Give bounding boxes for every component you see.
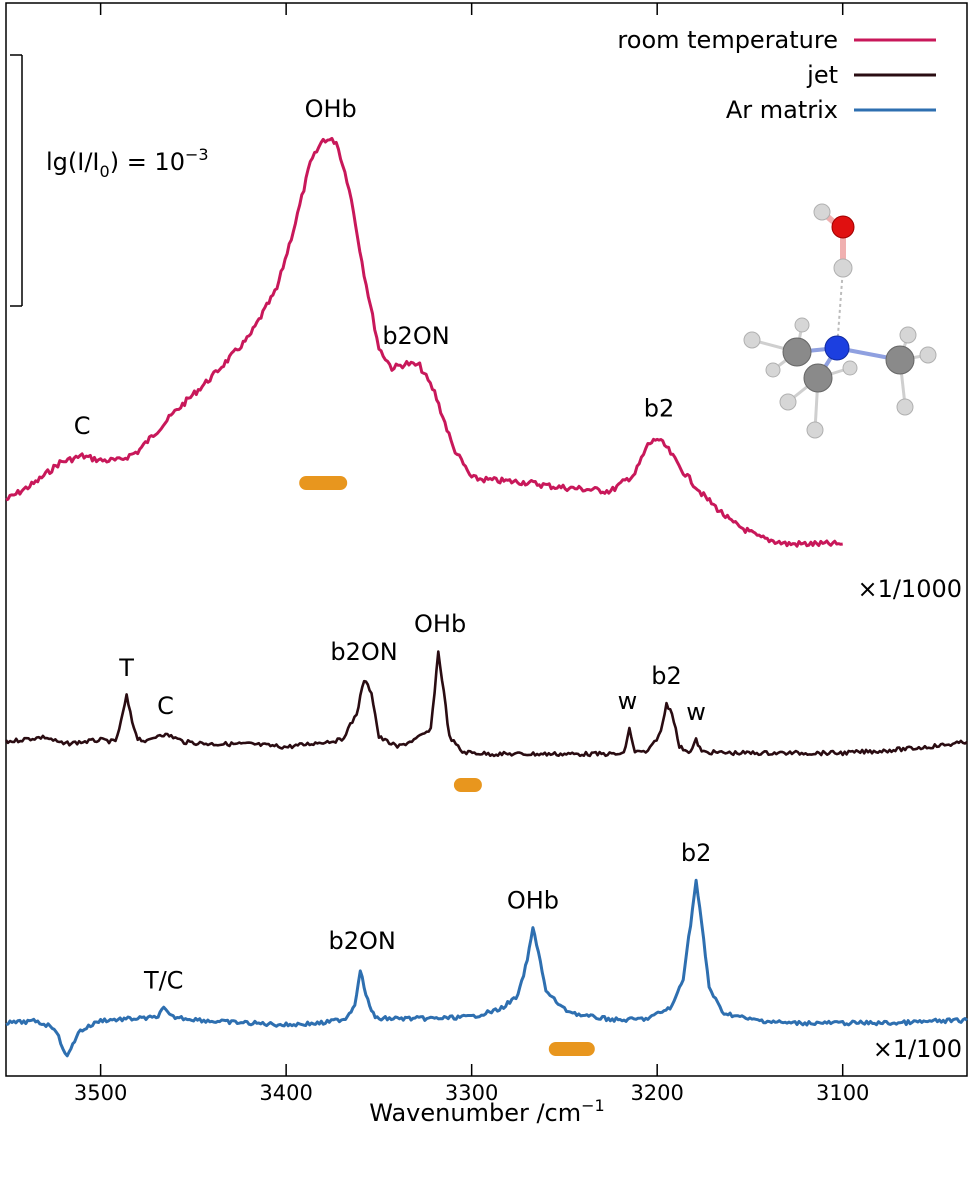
peak-label: T [118,654,134,682]
peak-label: OHb [414,610,466,638]
hydrogen-atom [794,317,810,333]
legend-label: room temperature [617,26,838,54]
legend-label: Ar matrix [726,96,838,124]
hydrogen-atom [896,398,914,416]
peak-label: b2 [644,394,675,422]
hydrogen-atom [833,258,853,278]
x-axis: 3500 3400 3300 3200 3100 [74,3,869,1105]
legend-label: jet [806,61,838,89]
peak-label: OHb [507,887,559,915]
peak-label: OHb [305,95,357,123]
hydrogen-atom [899,326,917,344]
scale-label-room-temperature: ×1/1000 [857,575,962,603]
peak-label: b2 [681,839,712,867]
plot-frame [5,2,968,1077]
carbon-atom [885,345,915,375]
hydrogen-atom [919,346,937,364]
peak-label: w [686,698,706,726]
x-tick-label: 3500 [74,1081,127,1105]
x-tick-label: 3200 [630,1081,683,1105]
peak-label: b2ON [382,322,449,350]
hydrogen-bond-line [836,267,844,349]
hydrogen-atom [743,331,761,349]
x-tick-label: 3300 [445,1081,498,1105]
peak-label: w [618,687,638,715]
x-tick-label: 3100 [816,1081,869,1105]
bar-marker [299,476,348,490]
x-tick-label: 3400 [259,1081,312,1105]
oxygen-atom [831,215,855,239]
hydrogen-atom [779,393,797,411]
hydrogen-atom [806,421,824,439]
peak-label: b2ON [330,638,397,666]
molecule-inset [743,203,937,439]
scale-label-ar-matrix: ×1/100 [873,1035,962,1063]
peak-label: b2ON [329,927,396,955]
hydrogen-atom [842,360,858,376]
nitrogen-atom [824,335,850,361]
bar-marker [548,1042,595,1056]
peak-label: b2 [651,662,682,690]
peak-label: C [74,412,91,440]
scale-bar: lg(I/I0) = 10−3 [10,54,209,307]
bar-marker [453,778,482,792]
carbon-atom [803,363,833,393]
x-axis-label: Wavenumber /cm−1 [369,1096,604,1127]
carbon-atom [782,337,812,367]
hydrogen-atom [813,203,831,221]
series-line-room-temperature [5,136,843,548]
peak-label: C [157,692,174,720]
scale-bar-label: lg(I/I0) = 10−3 [46,145,209,181]
peak-label: T/C [143,967,184,995]
series-line-ar-matrix [5,878,969,1058]
hydrogen-atom [765,362,781,378]
series-line-jet [4,650,968,758]
legend: room temperature jet Ar matrix [617,26,936,124]
